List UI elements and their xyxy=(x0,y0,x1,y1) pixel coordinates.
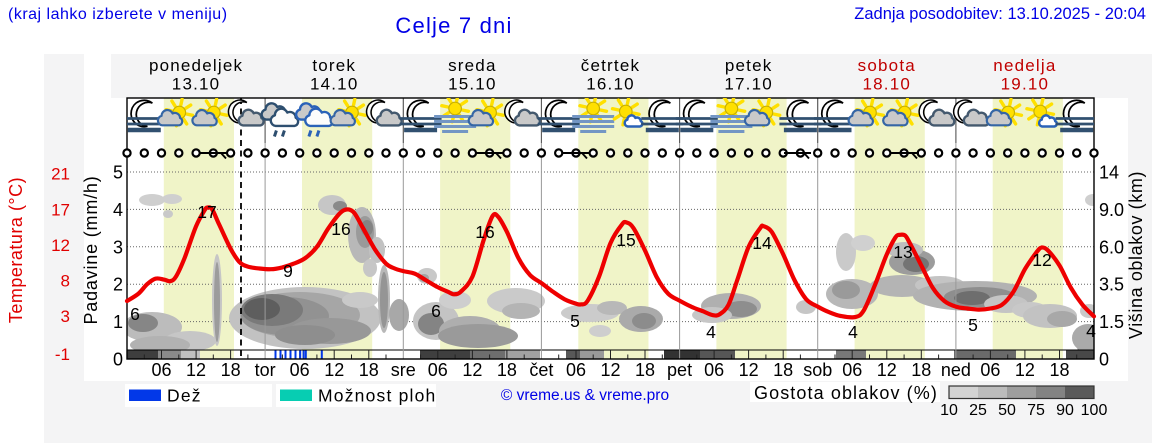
svg-text:četrtek: četrtek xyxy=(581,56,640,75)
svg-text:10: 10 xyxy=(940,402,958,419)
svg-text:tor: tor xyxy=(255,360,276,380)
svg-text:12: 12 xyxy=(51,236,70,255)
svg-text:06: 06 xyxy=(704,360,724,380)
svg-text:4: 4 xyxy=(848,322,858,342)
svg-text:12: 12 xyxy=(1015,360,1035,380)
svg-text:Dež: Dež xyxy=(167,386,202,406)
svg-text:06: 06 xyxy=(980,360,1000,380)
svg-text:sreda: sreda xyxy=(448,56,497,75)
svg-text:pet: pet xyxy=(667,360,692,380)
svg-text:(kraj lahko izberete v meniju): (kraj lahko izberete v meniju) xyxy=(8,6,228,23)
svg-text:21: 21 xyxy=(51,165,70,184)
svg-text:15.10: 15.10 xyxy=(448,75,497,94)
svg-text:17: 17 xyxy=(197,202,216,222)
svg-text:4: 4 xyxy=(706,322,716,342)
svg-text:12: 12 xyxy=(324,360,344,380)
svg-text:12: 12 xyxy=(739,360,759,380)
svg-text:ponedeljek: ponedeljek xyxy=(149,56,243,75)
svg-text:Gostota oblakov (%): Gostota oblakov (%) xyxy=(754,383,938,403)
svg-text:13: 13 xyxy=(893,242,912,262)
svg-text:4: 4 xyxy=(113,200,123,220)
svg-text:sre: sre xyxy=(391,360,416,380)
svg-text:čet: čet xyxy=(529,360,553,380)
svg-text:06: 06 xyxy=(428,360,448,380)
svg-text:Možnost ploh: Možnost ploh xyxy=(318,386,437,406)
svg-text:petek: petek xyxy=(725,56,773,75)
svg-text:16.10: 16.10 xyxy=(586,75,635,94)
svg-text:18: 18 xyxy=(635,360,655,380)
svg-text:3: 3 xyxy=(113,237,123,257)
svg-text:Celje 7 dni: Celje 7 dni xyxy=(395,13,512,38)
svg-text:50: 50 xyxy=(998,402,1016,419)
svg-text:17.10: 17.10 xyxy=(724,75,773,94)
svg-text:-1: -1 xyxy=(55,345,70,364)
svg-text:12: 12 xyxy=(186,360,206,380)
svg-text:18.10: 18.10 xyxy=(863,75,912,94)
svg-text:6: 6 xyxy=(130,304,140,324)
svg-text:3.5: 3.5 xyxy=(1099,275,1124,295)
svg-text:sobota: sobota xyxy=(858,56,916,75)
svg-text:15: 15 xyxy=(616,230,635,250)
svg-text:4: 4 xyxy=(1086,321,1096,341)
svg-text:18: 18 xyxy=(773,360,793,380)
svg-text:nedelja: nedelja xyxy=(993,56,1056,75)
svg-text:5: 5 xyxy=(968,315,978,335)
svg-text:18: 18 xyxy=(1049,360,1069,380)
svg-text:18: 18 xyxy=(911,360,931,380)
svg-text:torek: torek xyxy=(312,56,356,75)
svg-text:6: 6 xyxy=(431,301,441,321)
svg-text:12: 12 xyxy=(462,360,482,380)
svg-text:9.0: 9.0 xyxy=(1099,200,1124,220)
svg-text:06: 06 xyxy=(566,360,586,380)
svg-text:sob: sob xyxy=(803,360,832,380)
svg-text:06: 06 xyxy=(842,360,862,380)
svg-text:0: 0 xyxy=(1099,350,1109,370)
svg-text:25: 25 xyxy=(969,402,987,419)
svg-text:Višina oblakov (km): Višina oblakov (km) xyxy=(1126,171,1146,339)
svg-text:12: 12 xyxy=(877,360,897,380)
svg-text:Zadnja posodobitev: 13.10.2025: Zadnja posodobitev: 13.10.2025 - 20:04 xyxy=(854,5,1146,23)
svg-text:17: 17 xyxy=(51,201,70,220)
svg-text:16: 16 xyxy=(331,219,350,239)
svg-text:14.10: 14.10 xyxy=(310,75,359,94)
svg-text:14: 14 xyxy=(752,233,772,253)
svg-text:Padavine (mm/h): Padavine (mm/h) xyxy=(81,175,101,324)
svg-text:06: 06 xyxy=(290,360,310,380)
svg-text:3: 3 xyxy=(61,307,70,326)
svg-text:18: 18 xyxy=(221,360,241,380)
svg-text:6.0: 6.0 xyxy=(1099,237,1124,257)
svg-text:5: 5 xyxy=(570,311,580,331)
svg-text:13.10: 13.10 xyxy=(172,75,221,94)
svg-text:© vreme.us & vreme.pro: © vreme.us & vreme.pro xyxy=(501,387,669,404)
svg-text:0: 0 xyxy=(113,350,123,370)
svg-text:8: 8 xyxy=(61,272,70,291)
svg-text:14: 14 xyxy=(1099,163,1119,183)
svg-text:12: 12 xyxy=(1032,250,1051,270)
svg-text:1.5: 1.5 xyxy=(1099,312,1124,332)
svg-text:12: 12 xyxy=(600,360,620,380)
svg-text:2: 2 xyxy=(113,275,123,295)
svg-text:5: 5 xyxy=(113,163,123,183)
svg-text:90: 90 xyxy=(1056,402,1074,419)
svg-text:9: 9 xyxy=(283,261,293,281)
svg-text:100: 100 xyxy=(1081,402,1108,419)
svg-text:1: 1 xyxy=(113,312,123,332)
svg-text:06: 06 xyxy=(152,360,172,380)
svg-text:16: 16 xyxy=(475,222,494,242)
svg-text:Temperatura (°C): Temperatura (°C) xyxy=(6,177,26,323)
svg-text:75: 75 xyxy=(1027,402,1045,419)
svg-text:19.10: 19.10 xyxy=(1001,75,1050,94)
svg-text:ned: ned xyxy=(941,360,971,380)
svg-text:18: 18 xyxy=(359,360,379,380)
svg-text:18: 18 xyxy=(497,360,517,380)
